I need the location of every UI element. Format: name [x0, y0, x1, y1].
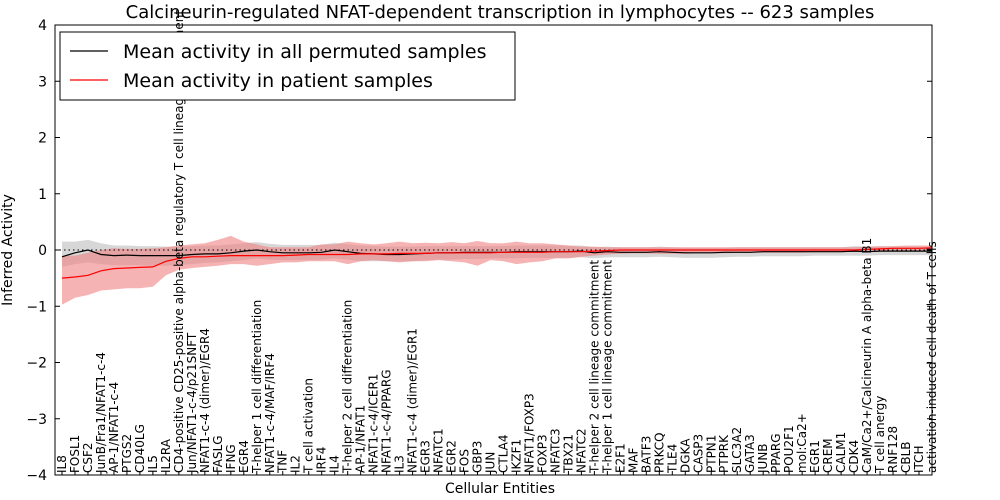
x-tick-label: FASLG [211, 435, 225, 473]
x-tick-label: T-helper 2 cell differentiation [341, 300, 355, 474]
x-tick-label: CTLA4 [497, 434, 511, 473]
x-tick-label: NFAT1/FOXP3 [523, 393, 537, 473]
x-tick-label: EGR2 [445, 440, 459, 473]
x-tick-label: PTGS2 [120, 434, 134, 473]
legend-label-patient: Mean activity in patient samples [123, 70, 433, 92]
x-tick-label: EGR1 [808, 440, 822, 473]
x-tick-label: PTPRK [717, 434, 731, 473]
x-tick-label: IFNG [224, 444, 238, 473]
x-tick-label: T cell anergy [873, 396, 887, 474]
x-tick-label: IRF4 [315, 447, 329, 473]
x-tick-label: CDK4 [847, 440, 861, 473]
x-tick-label: PPARG [769, 433, 783, 473]
x-tick-label: EGR4 [237, 440, 251, 473]
y-tick-label: 0 [38, 243, 47, 259]
x-tick-label: PRKCQ [652, 432, 666, 473]
patient-band [62, 235, 932, 305]
x-tick-label: GBP3 [471, 441, 485, 473]
x-tick-label: NFAT1-c-4/MAF/IRF4 [263, 353, 277, 473]
x-tick-label: POU2F1 [782, 425, 796, 473]
x-tick-label: T-helper 1 cell differentiation [250, 300, 264, 474]
y-axis-label: Inferred Activity [0, 194, 16, 306]
x-tick-label: RNF128 [886, 426, 900, 473]
x-tick-label: IL2 [289, 455, 303, 473]
y-tick-label: 1 [38, 187, 47, 203]
legend-box [59, 31, 516, 101]
x-tick-label: TLE4 [665, 444, 679, 474]
x-tick-label: T cell activation [302, 378, 316, 474]
x-tick-label: CREM [821, 438, 835, 473]
x-tick-label: IL2RA [159, 438, 173, 473]
x-tick-label: activation-induced cell death of T cells [925, 241, 939, 473]
x-tick-label: JUN [484, 452, 498, 474]
x-tick-label: FOSL1 [68, 435, 82, 473]
legend-label-permuted: Mean activity in all permuted samples [123, 41, 486, 63]
x-tick-label: NFAT1-c-4 (dimer)/EGR1 [406, 328, 420, 473]
x-tick-label: CBLB [899, 441, 913, 473]
x-tick-label: CALM1 [834, 432, 848, 473]
x-tick-label: AP-1/NFAT1-c-4 [107, 382, 121, 473]
x-tick-label: IL4 [328, 455, 342, 473]
x-tick-label: mol:Ca2+ [795, 413, 809, 473]
x-tick-label: NFATC1 [432, 428, 446, 473]
x-tick-label: BATF3 [639, 436, 653, 473]
patient-mean-line [61, 247, 933, 279]
x-tick-label: JUNB [756, 443, 770, 474]
x-tick-label: FOXP3 [535, 434, 549, 473]
x-tick-label: ITCH [912, 445, 926, 473]
y-tick-label: −4 [26, 468, 47, 484]
x-axis-label: Cellular Entities [445, 481, 555, 497]
x-tick-label: MAF [626, 447, 640, 473]
y-tick-label: −3 [26, 412, 47, 428]
x-tick-label: PTPN1 [704, 435, 718, 473]
x-tick-label: TNF [276, 450, 290, 474]
y-tick-label: −1 [26, 299, 47, 315]
legend: Mean activity in all permuted samples Me… [59, 31, 516, 101]
x-tick-label: IL8 [55, 455, 69, 473]
x-tick-label: EGR3 [419, 440, 433, 473]
y-tick-label: 3 [38, 74, 47, 90]
x-tick-label: NFATC3 [548, 428, 562, 473]
x-tick-label: GATA3 [743, 434, 757, 473]
x-tick-label: IKZF1 [510, 439, 524, 473]
x-tick-label: AP-1/NFAT1 [354, 405, 368, 473]
x-tick-label: SLC3A2 [730, 427, 744, 473]
plot-area [55, 235, 933, 305]
x-tick-label: JunB/Fra1/NFAT1-c-4 [94, 352, 108, 474]
x-tick-label: CD40LG [133, 424, 147, 473]
x-tick-label: CSF2 [81, 442, 95, 473]
y-tick-label: 4 [38, 18, 47, 34]
x-tick-label: T-helper 2 cell lineage commitment [587, 260, 601, 474]
x-tick-label: TBX21 [561, 434, 575, 474]
x-tick-label: FOS [458, 449, 472, 473]
chart-title: Calcineurin-regulated NFAT-dependent tra… [126, 2, 875, 23]
x-tick-label: CaM/Ca2+/Calcineurin A alpha-beta B1 [860, 238, 874, 473]
x-tick-label: DGKA [678, 438, 692, 473]
x-tick-label: IL5 [146, 455, 160, 473]
x-tick-label: CASP3 [691, 434, 705, 473]
x-tick-label: T-helper 1 cell lineage commitment [600, 260, 614, 474]
x-axis: IL8 FOSL1 CSF2 JunB/Fra1/NFAT1-c-4AP-1/NFAT… [55, 10, 939, 475]
x-tick-label: Jun/NFAT1-c-4/p21SNFT [185, 332, 199, 474]
x-tick-label: CD4-positive CD25-positive alpha-beta re… [172, 10, 186, 473]
y-tick-label: −2 [26, 356, 47, 372]
y-tick-label: 2 [38, 131, 47, 147]
x-tick-label: NFATC2 [574, 428, 588, 473]
x-tick-label: NFAT1-c-4/PPARG [380, 369, 394, 473]
y-axis: −4 −3 −2 −1 0 1 2 3 4 [26, 18, 932, 484]
x-tick-label: NFAT1-c-4/ICER1 [367, 374, 381, 473]
x-tick-label: E2F1 [613, 443, 627, 473]
x-tick-label: IL3 [393, 455, 407, 473]
x-tick-label: NFAT1-c-4 (dimer)/EGR4 [198, 328, 212, 473]
